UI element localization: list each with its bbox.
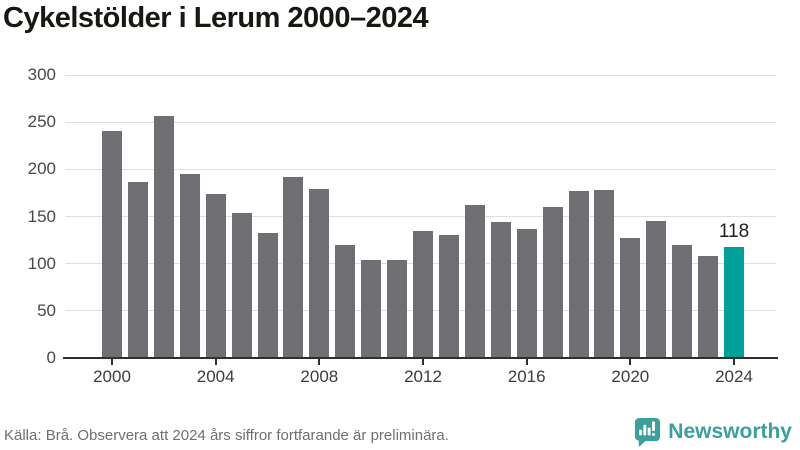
y-axis-label-150: 150 [27,206,56,226]
x-axis-label-2000: 2000 [93,367,131,386]
bar-2009 [335,244,356,358]
gridline-300 [65,74,776,76]
bar-2014 [464,205,485,358]
x-axis-label-2024: 2024 [715,367,753,386]
newsworthy-bubble-icon [635,417,661,447]
bar-2007 [283,176,304,358]
x-axis-label-2008: 2008 [300,367,339,386]
bar-2013 [438,235,459,358]
x-axis-label-2016: 2016 [507,367,546,386]
bar-2012 [413,230,433,358]
y-axis-label-250: 250 [27,112,56,132]
y-axis-label-50: 50 [37,300,56,320]
bar-2022 [672,244,693,358]
bar-2011 [387,259,408,358]
bar-2010 [361,259,382,358]
bar-2000 [102,130,122,358]
x-axis-tick-2016 [525,359,528,365]
y-axis-label-300: 300 [27,65,56,84]
x-axis-label-2004: 2004 [196,367,235,386]
y-axis-label-100: 100 [27,253,56,273]
y-axis-label-200: 200 [27,159,56,179]
gridline-150 [65,216,776,217]
bar-2003 [179,174,200,358]
newsworthy-logo: Newsworthy [633,416,792,447]
bar-2019 [594,190,615,358]
bar-2018 [568,191,589,358]
gridline-250 [65,121,776,123]
x-axis-tick-2004 [214,359,217,365]
x-axis-tick-2000 [111,359,113,365]
bar-2002 [153,115,174,358]
x-axis-label-2012: 2012 [404,367,442,386]
bar-2015 [490,222,511,358]
x-axis-tick-2012 [422,359,424,365]
y-axis-label-0: 0 [46,348,56,367]
bar-2001 [127,181,148,358]
bar-2021 [646,221,667,358]
x-axis-tick-2020 [629,359,632,365]
bar-2023 [698,256,719,358]
x-axis-label-2020: 2020 [611,367,650,386]
newsworthy-wordmark: Newsworthy [668,419,792,443]
x-axis-tick-2024 [733,359,735,365]
bar-2016 [516,228,537,358]
x-axis-tick-2008 [318,359,321,365]
bar-2008 [309,189,330,358]
bar-2005 [231,212,252,358]
chart-title: Cykelstölder i Lerum 2000–2024 [3,2,429,34]
bar-2024 [724,246,744,358]
plot-area: 118 0 50 100 150 200 250 300 2000 2004 2008 2012 20… [27,65,778,386]
bar-value-label: 118 [718,220,750,242]
source-note: Källa: Brå. Observera att 2024 års siffr… [4,427,449,444]
bar-2017 [542,207,563,358]
bar-2006 [257,233,278,358]
x-axis-line [63,357,778,359]
bar-2004 [205,193,226,358]
bar-2020 [620,238,641,358]
gridline-200 [65,168,776,170]
